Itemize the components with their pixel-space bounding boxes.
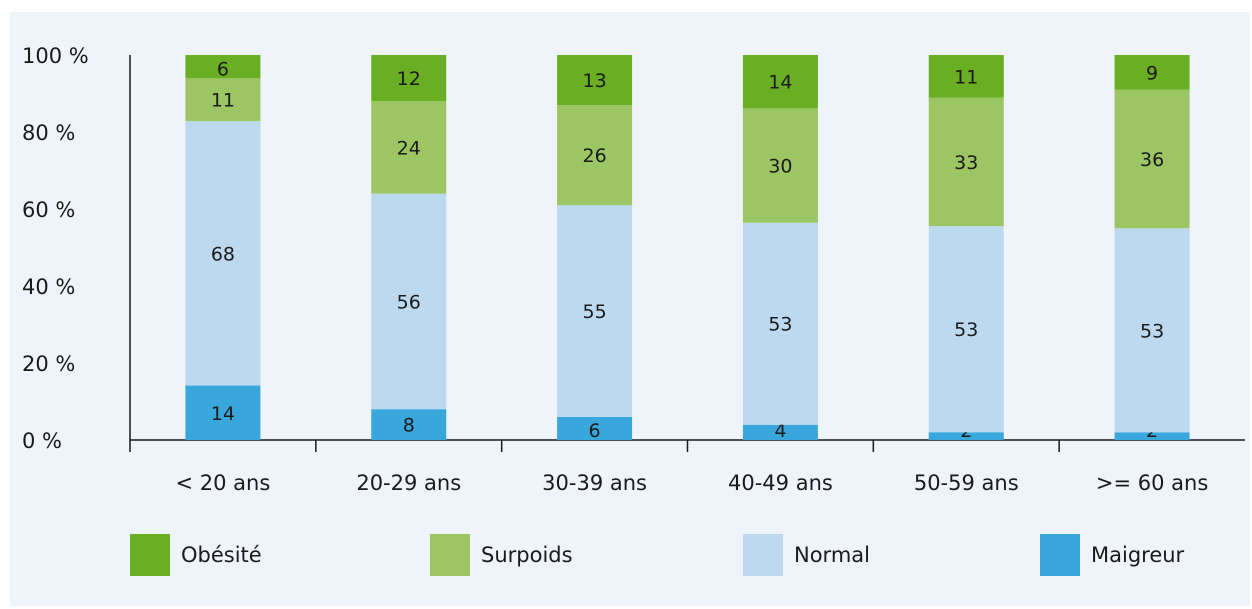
- data-label: 12: [397, 68, 421, 90]
- bar-segment-surpoids: [928, 97, 1004, 227]
- bar-segment-maigreur: [557, 416, 633, 440]
- y-tick-label: 80 %: [22, 121, 75, 145]
- data-label: 53: [954, 319, 978, 341]
- legend-swatch-maigreur: [1040, 534, 1080, 576]
- y-tick-label: 40 %: [22, 275, 75, 299]
- x-tick-label: >= 60 ans: [1096, 471, 1208, 495]
- data-label: 4: [774, 420, 786, 442]
- bar-segment-obesite: [557, 55, 633, 106]
- y-tick-label: 100 %: [22, 44, 89, 68]
- legend-label-maigreur: Maigreur: [1091, 543, 1185, 567]
- bar-segment-obesite: [371, 55, 447, 102]
- bar-segment-maigreur: [185, 385, 261, 440]
- bar-segment-surpoids: [742, 108, 818, 223]
- legend-label-obesite: Obésité: [181, 543, 262, 567]
- legend-label-normal: Normal: [794, 543, 870, 567]
- data-label: 56: [397, 291, 421, 313]
- data-label: 33: [954, 152, 978, 174]
- x-tick-label: 20-29 ans: [356, 471, 461, 495]
- bar-segment-maigreur: [742, 424, 818, 440]
- legend: Obésité Surpoids Normal Maigreur: [130, 534, 1185, 576]
- bar-segment-surpoids: [557, 105, 633, 206]
- data-label: 11: [211, 90, 235, 112]
- data-label: 24: [397, 137, 421, 159]
- bars: 1468116856241265526134533014253331125336…: [185, 55, 1190, 442]
- legend-swatch-obesite: [130, 534, 170, 576]
- data-label: 26: [582, 145, 606, 167]
- x-tick-label: 50-59 ans: [914, 471, 1019, 495]
- bar-segment-surpoids: [371, 101, 447, 194]
- data-label: 36: [1140, 149, 1164, 171]
- bar-segment-maigreur: [928, 432, 1004, 440]
- bar-segment-maigreur: [1114, 432, 1190, 440]
- legend-label-surpoids: Surpoids: [481, 543, 573, 567]
- data-label: 13: [582, 70, 606, 92]
- bar-segment-surpoids: [185, 78, 261, 122]
- data-label: 14: [768, 72, 792, 94]
- bar-segment-normal: [928, 226, 1004, 433]
- data-label: 14: [211, 403, 235, 425]
- data-label: 9: [1146, 62, 1158, 84]
- legend-swatch-normal: [743, 534, 783, 576]
- bar-segment-normal: [557, 205, 633, 417]
- y-tick-label: 20 %: [22, 352, 75, 376]
- legend-swatch-surpoids: [430, 534, 470, 576]
- y-tick-label: 60 %: [22, 198, 75, 222]
- x-tick-label: 40-49 ans: [728, 471, 833, 495]
- data-label: 53: [768, 314, 792, 336]
- bar-segment-normal: [371, 193, 447, 410]
- bar-segment-normal: [742, 222, 818, 425]
- bar-segment-obesite: [742, 55, 818, 109]
- bar-segment-normal: [185, 121, 261, 386]
- data-label: 11: [954, 66, 978, 88]
- y-tick-label: 0 %: [22, 429, 62, 453]
- bar-segment-surpoids: [1114, 89, 1190, 229]
- bar-segment-obesite: [185, 55, 261, 79]
- bar-segment-obesite: [1114, 55, 1190, 90]
- x-axis: < 20 ans 20-29 ans 30-39 ans 40-49 ans 50-59…: [130, 439, 1245, 495]
- x-tick-label: < 20 ans: [176, 471, 271, 495]
- data-label: 30: [768, 156, 792, 178]
- data-label: 68: [211, 243, 235, 265]
- data-label: 8: [403, 415, 415, 437]
- bar-segment-obesite: [928, 55, 1004, 98]
- data-label: 55: [582, 301, 606, 323]
- data-label: 53: [1140, 320, 1164, 342]
- bar-segment-normal: [1114, 228, 1190, 433]
- x-tick-label: 30-39 ans: [542, 471, 647, 495]
- data-label: 6: [589, 420, 601, 442]
- y-axis: 0 % 20 % 40 % 60 % 80 % 100 %: [22, 44, 131, 453]
- bar-segment-maigreur: [371, 409, 447, 440]
- data-label: 6: [217, 58, 229, 80]
